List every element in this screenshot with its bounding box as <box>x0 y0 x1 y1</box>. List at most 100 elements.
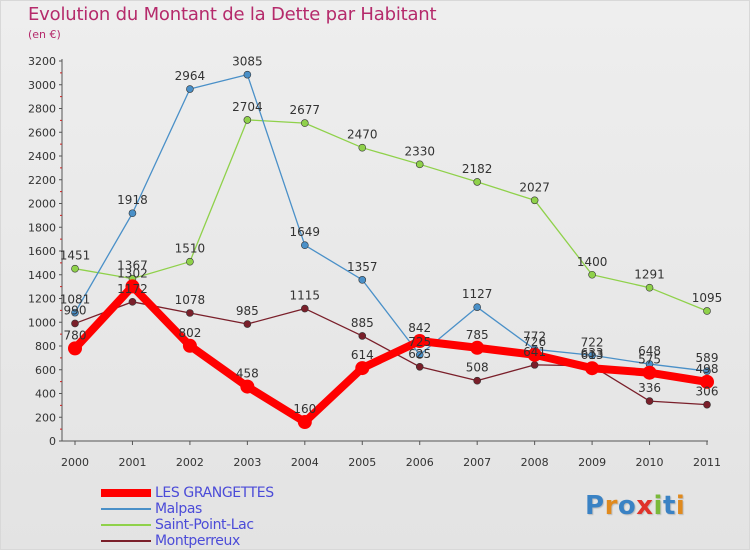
data-point-malpas <box>243 70 252 79</box>
data-point-montperreux <box>71 319 79 328</box>
y-minor-tick <box>60 167 62 169</box>
data-point-montperreux <box>358 332 367 340</box>
data-label-montperreux: 336 <box>638 381 661 395</box>
data-label-montperreux: 508 <box>466 361 489 375</box>
data-point-saint-point-lac <box>473 178 481 186</box>
data-label-montperreux: 306 <box>696 385 719 399</box>
data-point-les-grangettes <box>125 279 140 294</box>
data-label-saint-point-lac: 1291 <box>634 268 665 282</box>
logo-letter: x <box>636 491 654 521</box>
y-tick-label: 2800 <box>28 103 56 116</box>
logo-letter: i <box>675 491 686 521</box>
data-label-saint-point-lac: 2677 <box>290 103 321 117</box>
data-point-saint-point-lac <box>645 283 654 292</box>
data-label-montperreux: 633 <box>581 346 604 360</box>
data-label-les-grangettes: 726 <box>523 335 546 349</box>
y-tick-label: 1000 <box>28 316 56 329</box>
data-point-montperreux <box>128 298 137 306</box>
data-label-saint-point-lac: 1451 <box>60 249 91 263</box>
data-point-saint-point-lac <box>415 160 424 169</box>
y-minor-tick <box>60 96 62 98</box>
data-point-malpas <box>301 241 309 249</box>
y-tick-label: 2600 <box>28 126 56 139</box>
data-label-les-grangettes: 458 <box>236 367 259 381</box>
data-label-malpas: 1357 <box>347 260 378 274</box>
x-tick-label: 2007 <box>463 456 491 469</box>
data-label-malpas: 1127 <box>462 287 493 301</box>
data-point-malpas <box>128 209 137 218</box>
logo-letter: r <box>604 491 618 521</box>
series-line-malpas <box>74 74 708 372</box>
data-point-saint-point-lac <box>530 196 539 205</box>
data-label-saint-point-lac: 2470 <box>347 128 378 142</box>
data-point-montperreux <box>301 304 309 313</box>
data-point-montperreux <box>473 376 481 385</box>
y-minor-tick <box>60 309 62 311</box>
data-point-saint-point-lac <box>186 257 194 266</box>
y-tick-label: 2000 <box>28 198 56 211</box>
y-minor-tick <box>60 381 62 383</box>
data-point-montperreux <box>703 400 711 409</box>
data-point-malpas <box>588 351 596 360</box>
logo-letter: t <box>662 491 676 521</box>
data-point-saint-point-lac <box>301 119 309 127</box>
y-tick-label: 1400 <box>28 269 56 282</box>
data-label-montperreux: 985 <box>236 304 259 318</box>
y-tick-label: 1600 <box>28 245 56 258</box>
data-point-les-grangettes <box>182 338 197 353</box>
y-tick-label: 200 <box>35 411 56 424</box>
data-label-saint-point-lac: 2027 <box>519 180 550 194</box>
data-point-montperreux <box>186 309 194 317</box>
data-point-montperreux <box>645 397 654 405</box>
data-label-saint-point-lac: 1400 <box>577 255 608 269</box>
data-label-les-grangettes: 160 <box>293 402 316 416</box>
y-minor-tick <box>60 333 62 335</box>
data-label-les-grangettes: 1302 <box>117 266 148 280</box>
y-tick-label: 3200 <box>28 55 56 68</box>
series-line-les-grangettes <box>71 282 711 426</box>
series-line-saint-point-lac <box>74 119 708 312</box>
data-point-les-grangettes <box>240 379 255 394</box>
data-point-malpas <box>703 367 711 375</box>
data-label-saint-point-lac: 2330 <box>404 144 435 158</box>
data-label-malpas: 2964 <box>175 69 206 83</box>
data-point-montperreux <box>243 320 252 328</box>
y-minor-tick <box>60 191 62 193</box>
data-point-les-grangettes <box>355 361 370 376</box>
y-minor-tick <box>60 143 62 145</box>
data-label-montperreux: 1115 <box>290 289 321 303</box>
x-tick-label: 2001 <box>118 456 146 469</box>
legend-label-les-grangettes: LES GRANGETTES <box>155 485 274 501</box>
legend-swatch-malpas <box>101 508 151 510</box>
x-tick-label: 2002 <box>176 456 204 469</box>
data-label-montperreux: 625 <box>408 347 431 361</box>
data-point-les-grangettes <box>68 341 82 356</box>
data-label-les-grangettes: 613 <box>581 348 604 362</box>
proxiti-logo: Proxiti <box>585 491 685 521</box>
data-label-les-grangettes: 614 <box>351 348 374 362</box>
y-tick-label: 600 <box>35 364 56 377</box>
data-label-montperreux: 885 <box>351 316 374 330</box>
data-label-montperreux: 641 <box>523 345 546 359</box>
y-tick-label: 400 <box>35 388 56 401</box>
data-point-malpas <box>186 85 194 93</box>
y-minor-tick <box>60 214 62 216</box>
data-label-malpas: 1081 <box>60 293 91 307</box>
x-tick-label: 2008 <box>521 456 549 469</box>
data-point-les-grangettes <box>642 365 657 380</box>
x-tick-label: 2000 <box>61 456 89 469</box>
data-point-saint-point-lac <box>358 143 367 152</box>
data-label-malpas: 589 <box>696 351 719 365</box>
data-label-malpas: 772 <box>523 329 546 343</box>
data-label-montperreux: 1078 <box>175 293 206 307</box>
y-minor-tick <box>60 357 62 359</box>
data-point-saint-point-lac <box>71 264 79 273</box>
data-label-les-grangettes: 842 <box>408 321 431 335</box>
data-label-malpas: 1649 <box>290 225 321 239</box>
data-label-les-grangettes: 498 <box>696 362 719 376</box>
chart-unit: (en €) <box>28 28 61 41</box>
data-label-montperreux: 1172 <box>117 282 148 296</box>
data-label-saint-point-lac: 1095 <box>692 291 723 305</box>
data-label-malpas: 1918 <box>117 193 148 207</box>
